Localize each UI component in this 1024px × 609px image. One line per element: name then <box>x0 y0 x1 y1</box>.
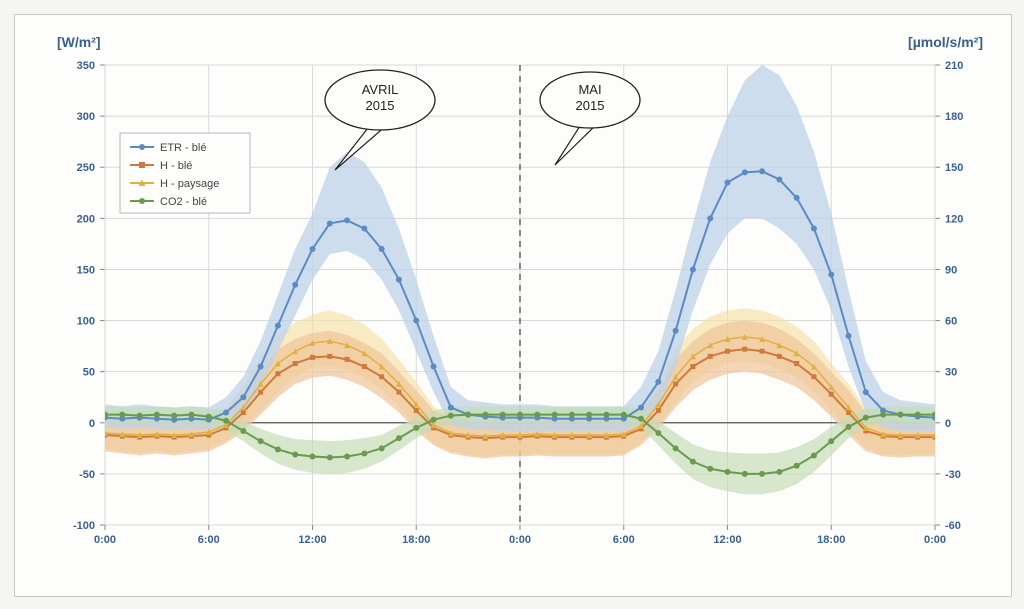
svg-text:-50: -50 <box>79 469 95 481</box>
svg-text:50: 50 <box>83 367 95 379</box>
chart-svg: [W/m²] [µmol/s/m²] -100 -50 0 50 100 150 200 250 3… <box>15 15 1011 596</box>
svg-text:H - blé: H - blé <box>160 160 192 172</box>
svg-text:90: 90 <box>945 264 957 276</box>
svg-text:CO2 - blé: CO2 - blé <box>160 196 207 208</box>
svg-text:180: 180 <box>945 111 963 123</box>
svg-text:120: 120 <box>945 213 963 225</box>
svg-text:[µmol/s/m²]: [µmol/s/m²] <box>908 34 983 50</box>
chart-frame: [W/m²] [µmol/s/m²] -100 -50 0 50 100 150 200 250 3… <box>14 14 1012 597</box>
svg-text:12:00: 12:00 <box>298 534 326 546</box>
svg-text:[W/m²]: [W/m²] <box>57 34 101 50</box>
svg-text:250: 250 <box>77 162 95 174</box>
svg-text:0: 0 <box>89 418 95 430</box>
svg-text:18:00: 18:00 <box>817 534 845 546</box>
svg-text:0:00: 0:00 <box>509 534 531 546</box>
svg-text:2015: 2015 <box>576 98 605 113</box>
svg-text:150: 150 <box>77 264 95 276</box>
svg-text:12:00: 12:00 <box>713 534 741 546</box>
svg-text:350: 350 <box>77 60 95 72</box>
svg-text:0: 0 <box>945 418 951 430</box>
svg-text:150: 150 <box>945 162 963 174</box>
svg-text:ETR - blé: ETR - blé <box>160 142 206 154</box>
svg-text:200: 200 <box>77 213 95 225</box>
svg-text:6:00: 6:00 <box>198 534 220 546</box>
svg-text:210: 210 <box>945 60 963 72</box>
svg-text:AVRIL: AVRIL <box>362 82 399 97</box>
svg-text:18:00: 18:00 <box>402 534 430 546</box>
svg-text:300: 300 <box>77 111 95 123</box>
svg-text:30: 30 <box>945 367 957 379</box>
svg-text:H - paysage: H - paysage <box>160 178 219 190</box>
svg-text:60: 60 <box>945 316 957 328</box>
svg-text:6:00: 6:00 <box>613 534 635 546</box>
svg-text:MAI: MAI <box>578 82 601 97</box>
svg-text:-30: -30 <box>945 469 961 481</box>
svg-text:100: 100 <box>77 316 95 328</box>
svg-text:0:00: 0:00 <box>924 534 946 546</box>
svg-text:0:00: 0:00 <box>94 534 116 546</box>
svg-text:-60: -60 <box>945 520 961 532</box>
svg-text:2015: 2015 <box>366 98 395 113</box>
svg-text:-100: -100 <box>73 520 95 532</box>
